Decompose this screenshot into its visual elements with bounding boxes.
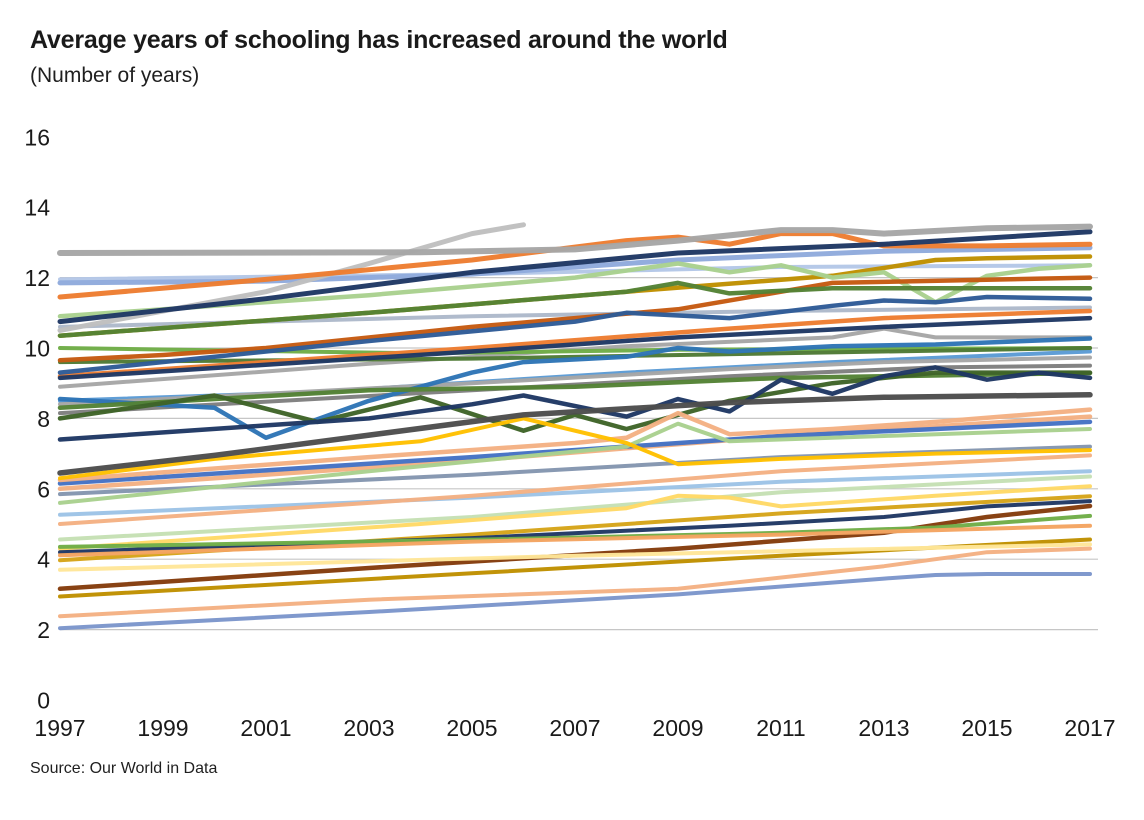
line-orange-peak-2009 <box>57 231 1093 300</box>
line-lightgold-bump <box>58 484 1092 551</box>
y-tick-label-2: 2 <box>37 617 50 643</box>
line-peach-b <box>58 453 1092 526</box>
line-medblue-vdip-2001 <box>57 336 1093 441</box>
series-lines <box>57 222 1093 631</box>
y-tick-label-10: 10 <box>24 336 50 362</box>
y-tick-label-14: 14 <box>24 195 50 221</box>
line-charcoal-thick <box>57 392 1093 476</box>
y-tick-label-4: 4 <box>37 547 50 573</box>
x-tick-label-2009: 2009 <box>652 715 703 741</box>
y-axis-tick-labels: 0 2 4 6 8 10 12 14 16 <box>24 124 50 713</box>
y-tick-label-16: 16 <box>24 124 50 150</box>
line-gray-bump-2013 <box>58 326 1092 389</box>
y-tick-label-8: 8 <box>37 406 50 432</box>
x-tick-label-2011: 2011 <box>756 715 805 741</box>
line-lightblue-b <box>58 469 1092 517</box>
line-orange-low <box>58 523 1092 558</box>
line-navy-w-zigzag <box>57 365 1093 442</box>
line-gray-c <box>58 363 1092 416</box>
line-darkorange-rise <box>57 275 1093 363</box>
x-tick-label-2017: 2017 <box>1064 715 1115 741</box>
line-green-w-zigzag <box>57 370 1093 433</box>
x-tick-label-2013: 2013 <box>858 715 909 741</box>
x-tick-label-2007: 2007 <box>549 715 600 741</box>
line-lightgreen-b <box>58 474 1092 542</box>
line-paleyellow-low <box>58 542 1092 572</box>
x-tick-label-2003: 2003 <box>343 715 394 741</box>
line-lightgreen-peak-2009 <box>58 421 1092 505</box>
chart-title: Average years of schooling has increased… <box>30 26 728 54</box>
x-tick-label-2005: 2005 <box>446 715 497 741</box>
x-tick-label-2015: 2015 <box>961 715 1012 741</box>
y-tick-label-6: 6 <box>37 476 50 502</box>
line-lightorange-peak-2009 <box>57 407 1093 483</box>
y-tick-label-0: 0 <box>37 688 50 714</box>
line-navy-top <box>57 229 1093 325</box>
line-peach-riser-low <box>58 546 1092 619</box>
line-blue-rise <box>57 294 1093 375</box>
line-brown-riser <box>57 503 1093 592</box>
chart-subtitle: (Number of years) <box>30 64 200 87</box>
line-gray-flat-top <box>57 223 1093 256</box>
line-orange-2 <box>57 308 1093 379</box>
x-tick-label-1997: 1997 <box>34 715 85 741</box>
y-tick-label-12: 12 <box>24 265 50 291</box>
x-axis-tick-labels: 1997 1999 2001 2003 2005 2007 2009 2011 2013 2015… <box>34 715 1115 741</box>
line-navy-2 <box>57 315 1093 381</box>
line-gold-peak-2006 <box>58 416 1092 481</box>
line-blue-low <box>58 572 1092 631</box>
source-note: Source: Our World in Data <box>30 760 218 777</box>
line-lightgreen-zigzag <box>57 261 1093 319</box>
x-tick-label-1999: 1999 <box>137 715 188 741</box>
line-green-1-bump <box>57 280 1093 338</box>
x-tick-label-2001: 2001 <box>240 715 291 741</box>
